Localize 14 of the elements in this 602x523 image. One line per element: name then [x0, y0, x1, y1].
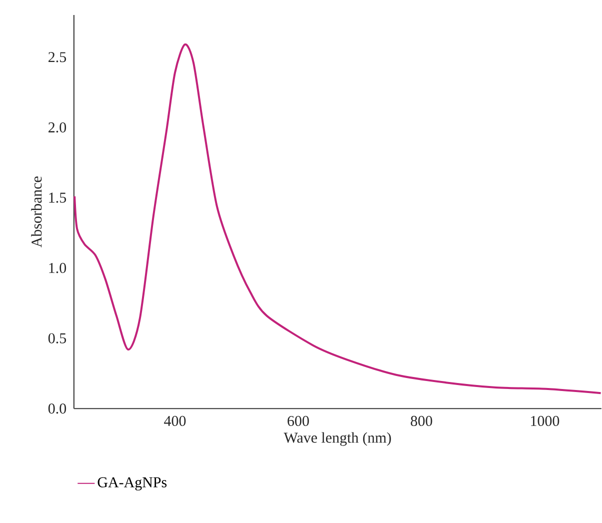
- x-tick-label: 1000: [531, 416, 560, 426]
- y-tick-label: 0.0: [48, 403, 66, 414]
- x-tick-label: 800: [410, 416, 432, 426]
- x-tick-label: 600: [288, 416, 309, 426]
- y-tick-label: 1.5: [49, 192, 66, 203]
- y-tick-label: 2.0: [48, 122, 66, 132]
- line-series: [74, 43, 602, 394]
- y-tick-label: 2.5: [48, 52, 66, 62]
- y-tick-label: 1.0: [49, 262, 66, 273]
- legend-label: GA-AgNPs: [98, 477, 167, 490]
- x-tick-label: 400: [164, 416, 186, 426]
- x-axis-title: Wave length (nm): [284, 432, 391, 446]
- y-axis-title: Absorbance: [31, 176, 42, 248]
- y-tick-label: 0.5: [48, 332, 66, 344]
